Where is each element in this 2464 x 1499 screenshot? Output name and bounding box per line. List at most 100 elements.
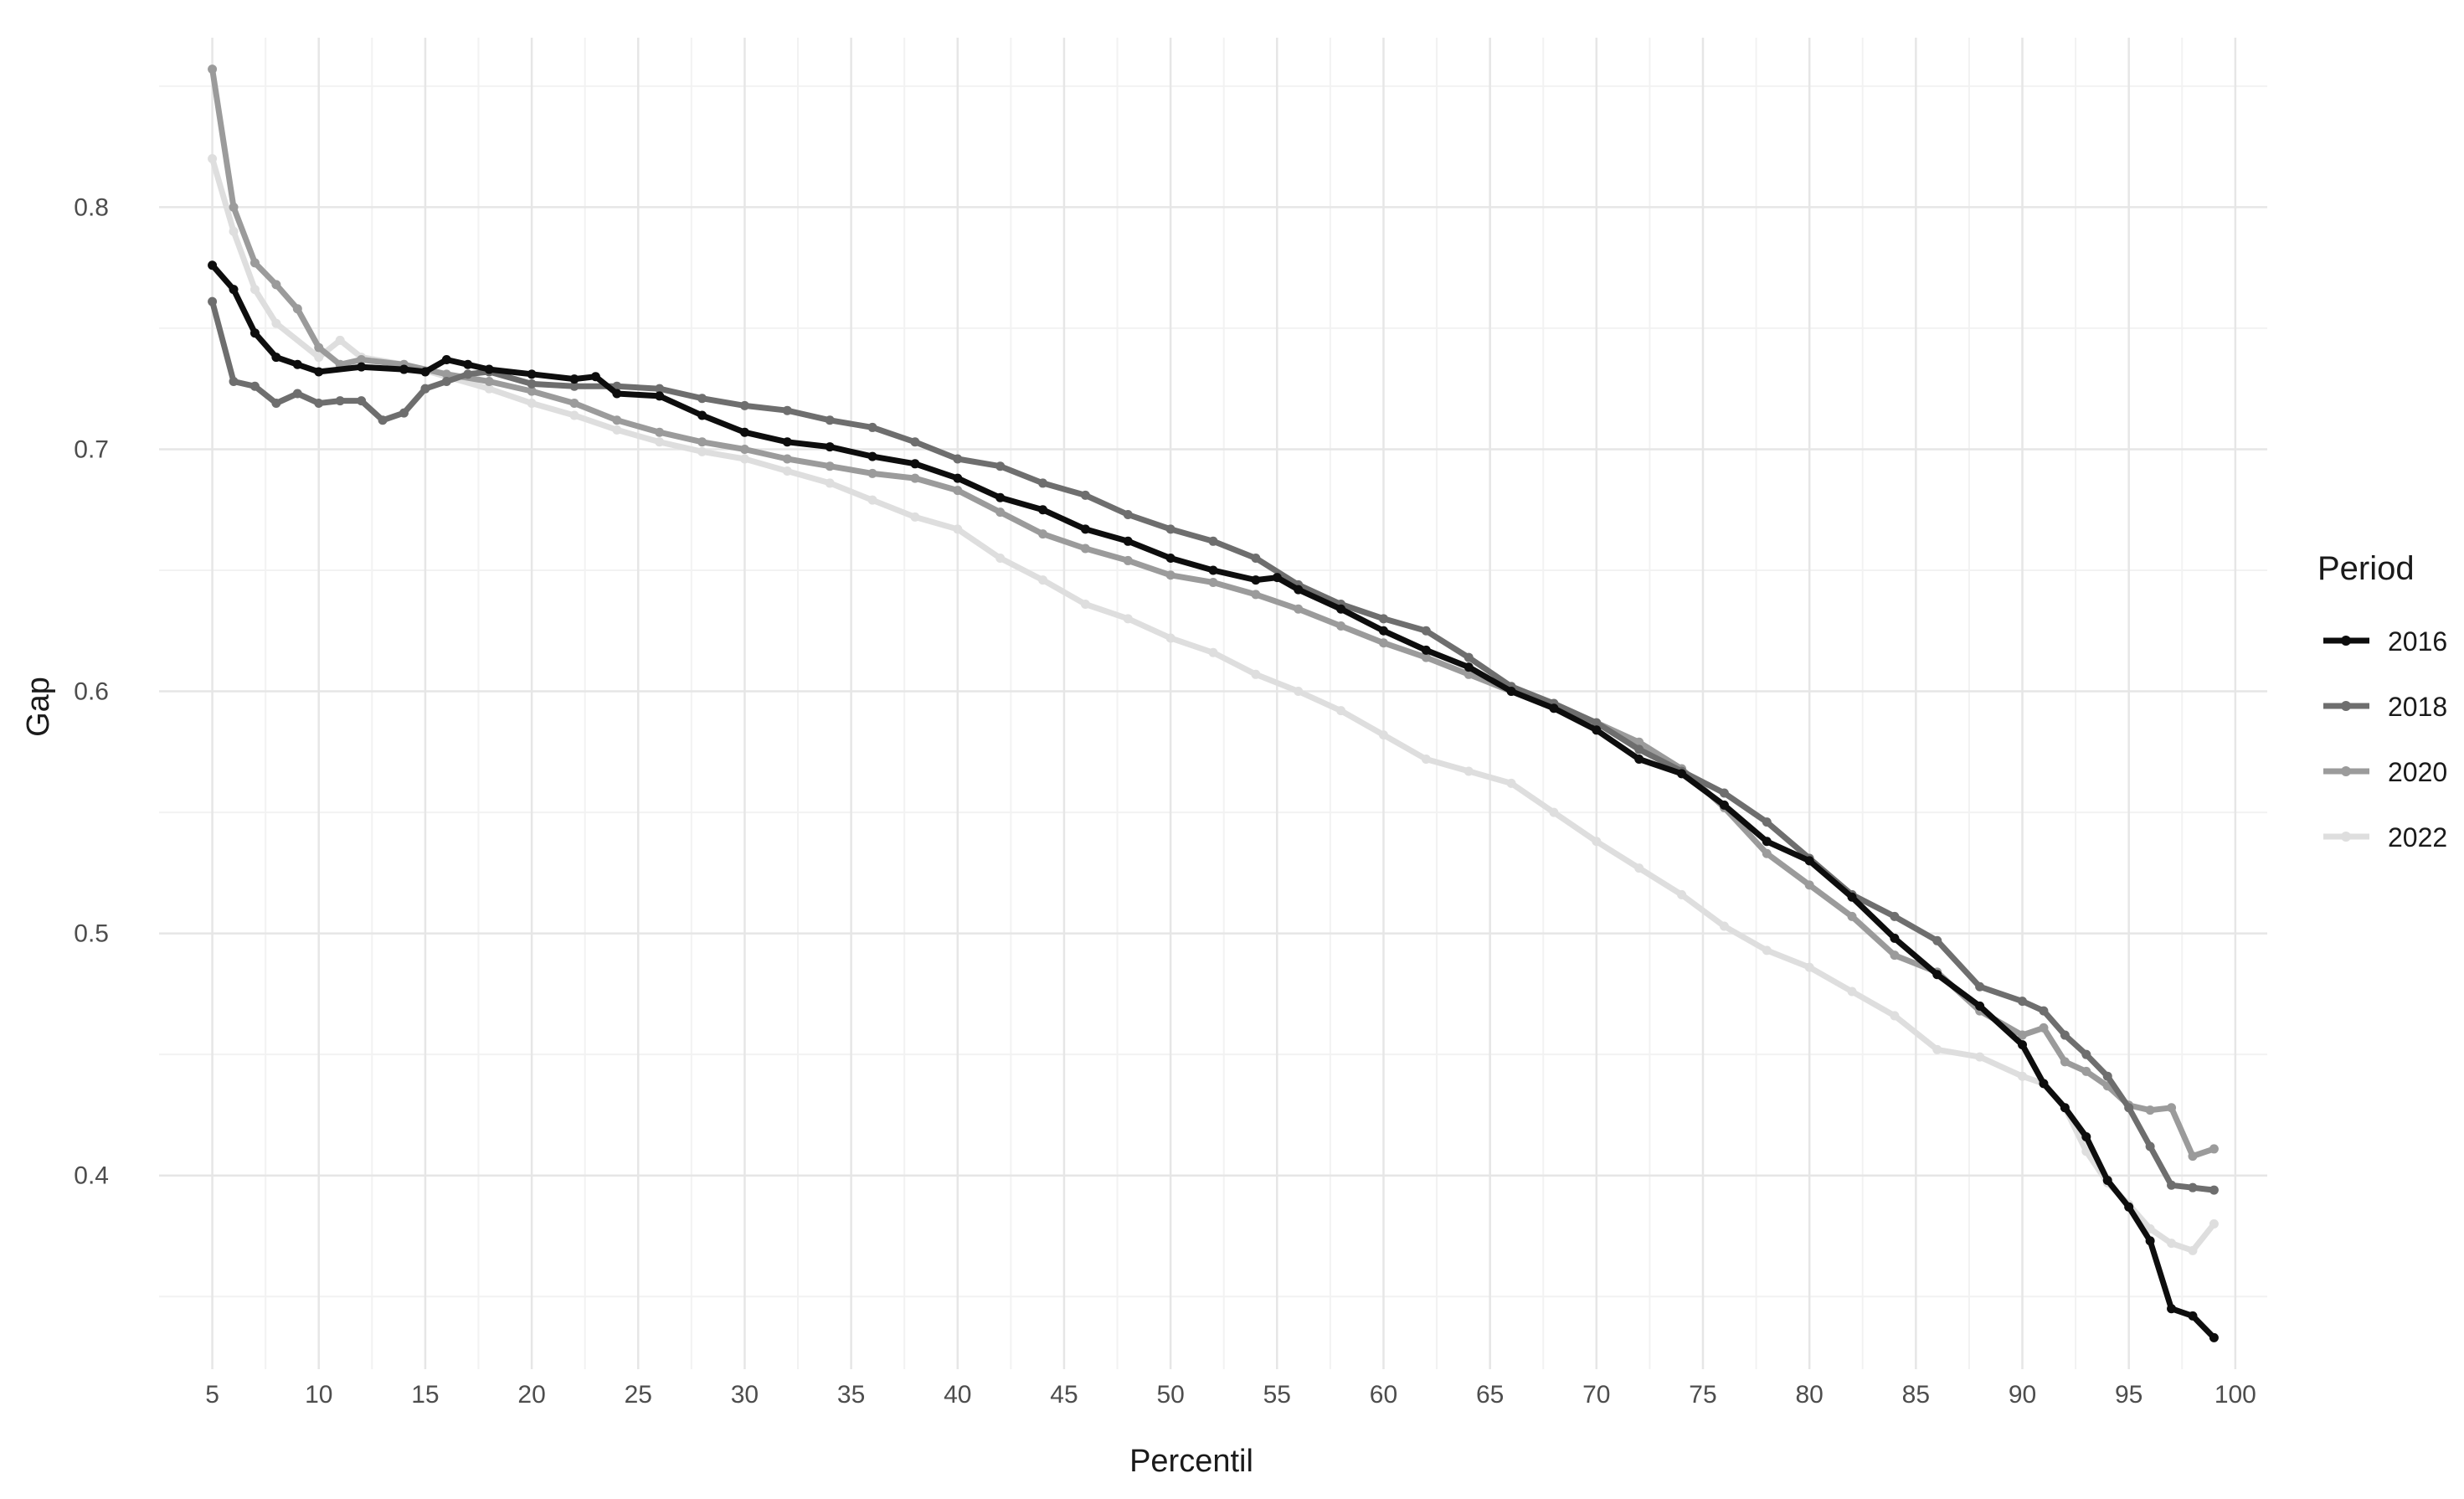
data-point: [825, 415, 835, 425]
data-point: [1251, 669, 1261, 679]
data-point: [612, 425, 622, 435]
data-point: [2039, 1006, 2049, 1016]
data-point: [953, 454, 963, 464]
data-point: [1123, 536, 1133, 546]
data-point: [569, 399, 579, 409]
data-point: [1251, 554, 1261, 564]
data-point: [2060, 1103, 2070, 1113]
legend-item-2016: 2016: [2323, 626, 2447, 657]
data-point: [697, 446, 707, 456]
data-point: [1251, 575, 1261, 585]
data-point: [2081, 1049, 2091, 1059]
data-point: [2145, 1236, 2155, 1246]
data-point: [1804, 880, 1814, 890]
data-point: [420, 384, 430, 394]
data-point: [1634, 863, 1644, 873]
data-point: [1890, 950, 1900, 961]
data-point: [1038, 505, 1048, 515]
data-point: [739, 454, 749, 464]
data-point: [825, 442, 835, 452]
series-line-2022: [209, 156, 2217, 1254]
data-point: [867, 495, 877, 505]
data-point: [867, 422, 877, 432]
data-point: [995, 492, 1006, 502]
series-lines: [208, 64, 2219, 1342]
data-point: [825, 461, 835, 471]
data-point: [314, 343, 324, 353]
data-point: [1208, 536, 1218, 546]
data-point: [910, 459, 920, 469]
x-tick-label: 85: [1902, 1381, 1930, 1409]
data-point: [1336, 706, 1346, 716]
minor-gridlines: [159, 38, 2267, 1369]
legend-key-point: [2341, 701, 2351, 711]
legend-items: 2016 2018 2020 2022: [2323, 626, 2447, 853]
data-point: [2124, 1103, 2134, 1113]
data-point: [2209, 1144, 2219, 1154]
data-point: [2209, 1185, 2219, 1195]
legend-key-point: [2341, 636, 2351, 646]
x-tick-label: 75: [1689, 1381, 1716, 1409]
data-point: [271, 353, 281, 363]
data-point: [1890, 911, 1900, 921]
data-point: [527, 369, 537, 379]
data-point: [1378, 638, 1388, 648]
data-point: [399, 408, 409, 418]
data-point: [655, 391, 665, 401]
data-point: [1080, 599, 1090, 609]
data-point: [1378, 730, 1388, 740]
x-tick-label: 35: [837, 1381, 865, 1409]
data-point: [825, 478, 835, 488]
x-tick-label: 65: [1476, 1381, 1504, 1409]
data-point: [441, 377, 451, 387]
legend-label: 2018: [2388, 692, 2447, 722]
data-point: [2060, 1057, 2070, 1067]
data-point: [1165, 524, 1175, 534]
data-point: [1804, 962, 1814, 972]
data-point: [910, 512, 920, 522]
data-point: [1719, 800, 1729, 810]
data-point: [314, 353, 324, 363]
data-point: [249, 381, 260, 391]
data-point: [782, 405, 792, 415]
data-point: [569, 381, 579, 391]
data-point: [612, 415, 622, 425]
data-point: [739, 427, 749, 437]
legend-label: 2016: [2388, 626, 2447, 657]
data-point: [995, 507, 1006, 518]
y-axis-title: Gap: [21, 677, 56, 737]
data-point: [1762, 848, 1772, 858]
data-point: [441, 354, 451, 364]
data-point: [1677, 769, 1687, 779]
data-point: [655, 384, 665, 394]
data-point: [739, 400, 749, 410]
data-point: [2102, 1071, 2112, 1081]
data-point: [2081, 1066, 2091, 1076]
data-point: [229, 285, 239, 295]
series-line-2020: [209, 66, 2217, 1160]
data-point: [1634, 744, 1644, 755]
data-point: [1421, 754, 1431, 764]
data-point: [1123, 510, 1133, 520]
data-point: [1975, 1001, 1985, 1011]
data-point: [463, 369, 473, 379]
data-point: [2188, 1245, 2198, 1255]
data-point: [590, 372, 600, 382]
legend-label: 2022: [2388, 822, 2447, 853]
data-point: [1038, 575, 1048, 585]
data-point: [867, 451, 877, 461]
data-point: [1932, 970, 1942, 980]
data-point: [527, 386, 537, 396]
y-tick-label: 0.6: [74, 678, 109, 706]
data-point: [1719, 921, 1729, 931]
data-point: [484, 384, 494, 394]
x-tick-label: 15: [411, 1381, 439, 1409]
data-point: [953, 524, 963, 534]
series-line-2016: [209, 262, 2217, 1341]
data-point: [208, 154, 218, 164]
x-tick-label: 60: [1370, 1381, 1397, 1409]
data-point: [229, 377, 239, 387]
data-point: [335, 396, 345, 406]
x-tick-label: 90: [2009, 1381, 2036, 1409]
